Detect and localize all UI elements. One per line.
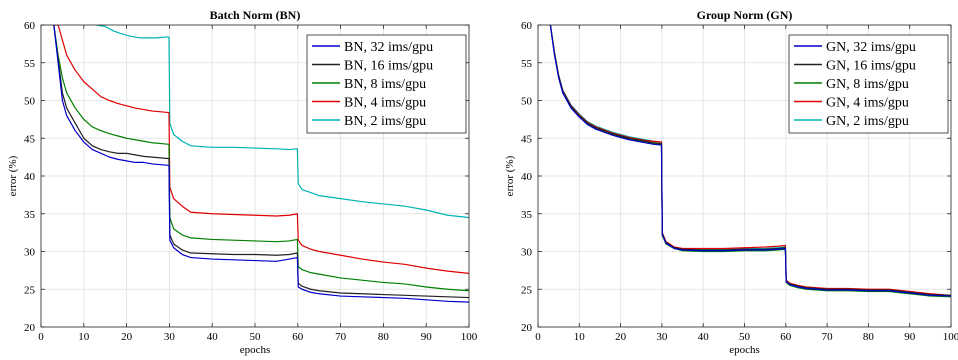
- bn-series-line-3: [53, 25, 469, 274]
- bn-series-line-4: [96, 25, 469, 219]
- bn-y-axis-label: error (%): [7, 155, 19, 196]
- gn-ytick-label-0: 20: [521, 322, 533, 334]
- bn-xtick-label-8: 80: [378, 331, 390, 343]
- gn-x-axis-label: epochs: [729, 344, 760, 356]
- gn-xtick-label-9: 90: [904, 331, 916, 343]
- bn-xtick-label-7: 70: [335, 331, 347, 343]
- gn-legend-label-3: GN, 4 ims/gpu: [826, 96, 909, 111]
- gn-legend-label-4: GN, 2 ims/gpu: [826, 114, 909, 129]
- bn-ytick-label-7: 55: [24, 58, 36, 70]
- bn-ytick-label-5: 45: [24, 133, 36, 145]
- gn-xtick-label-4: 40: [698, 331, 710, 343]
- bn-legend-box: [306, 34, 467, 134]
- bn-chart: 0 10 20 30 40 50 60 70 80 90 100 20 25 30 35 40 45 50 55 60…: [7, 8, 478, 356]
- bn-legend-label-2: BN, 8 ims/gpu: [344, 77, 426, 92]
- gn-ytick-label-5: 45: [521, 133, 533, 145]
- bn-ytick-label-0: 20: [24, 322, 36, 334]
- gn-xtick-label-5: 50: [739, 331, 751, 343]
- gn-series-line-1: [549, 25, 951, 296]
- gn-xtick-label-3: 30: [656, 331, 668, 343]
- gn-ytick-label-1: 25: [521, 284, 533, 296]
- bn-ytick-label-3: 35: [24, 209, 36, 221]
- gn-xtick-label-1: 10: [574, 331, 586, 343]
- gn-y-axis-label: error (%): [504, 155, 516, 196]
- bn-legend: BN, 32 ims/gpu BN, 16 ims/gpu BN, 8 ims/gp…: [306, 34, 467, 134]
- bn-ytick-label-2: 30: [24, 247, 36, 259]
- gn-ytick-label-6: 50: [521, 96, 533, 108]
- bn-ytick-label-8: 60: [24, 20, 36, 32]
- bn-series-line-0: [53, 25, 469, 303]
- bn-series-line-2: [53, 25, 469, 292]
- bn-legend-label-4: BN, 2 ims/gpu: [344, 114, 426, 129]
- gn-xtick-label-8: 80: [863, 331, 875, 343]
- bn-xtick-label-1: 10: [78, 331, 90, 343]
- bn-legend-label-3: BN, 4 ims/gpu: [344, 96, 426, 111]
- bn-xtick-label-2: 20: [121, 331, 133, 343]
- bn-xtick-label-9: 90: [421, 331, 433, 343]
- gn-ytick-label-7: 55: [521, 58, 533, 70]
- bn-ytick-label-4: 40: [24, 171, 36, 183]
- gn-series-group: [549, 25, 951, 298]
- gn-legend-label-0: GN, 32 ims/gpu: [826, 40, 916, 55]
- gn-legend-box: [788, 34, 949, 134]
- bn-series-group: [53, 25, 469, 303]
- gn-ytick-label-2: 30: [521, 247, 533, 259]
- gn-xtick-label-2: 20: [615, 331, 627, 343]
- bn-xtick-label-10: 100: [461, 331, 478, 343]
- gn-chart: 0 10 20 30 40 50 60 70 80 90 100 20 25 30 35 40 45 50 55 60…: [504, 8, 958, 356]
- bn-legend-label-1: BN, 16 ims/gpu: [344, 59, 433, 74]
- bn-ytick-label-6: 50: [24, 96, 36, 108]
- bn-legend-label-0: BN, 32 ims/gpu: [344, 40, 433, 55]
- gn-xtick-label-10: 100: [943, 331, 958, 343]
- gn-chart-title: Group Norm (GN): [697, 8, 793, 22]
- gn-series-line-0: [549, 25, 951, 297]
- bn-xtick-label-3: 30: [164, 331, 176, 343]
- gn-ytick-label-8: 60: [521, 20, 533, 32]
- bn-series-line-1: [53, 25, 469, 299]
- gn-xtick-label-7: 70: [822, 331, 834, 343]
- gn-xtick-label-0: 0: [535, 331, 541, 343]
- bn-x-axis-label: epochs: [240, 344, 271, 356]
- bn-xtick-label-5: 50: [250, 331, 262, 343]
- gn-legend: GN, 32 ims/gpu GN, 16 ims/gpu GN, 8 ims/gp…: [788, 34, 949, 134]
- gn-xtick-label-6: 60: [780, 331, 792, 343]
- bn-xtick-label-6: 60: [292, 331, 304, 343]
- bn-xtick-label-0: 0: [38, 331, 44, 343]
- gn-ytick-label-3: 35: [521, 209, 533, 221]
- bn-xtick-label-4: 40: [207, 331, 219, 343]
- bn-ytick-label-1: 25: [24, 284, 36, 296]
- bn-chart-title: Batch Norm (BN): [210, 8, 301, 22]
- gn-legend-label-1: GN, 16 ims/gpu: [826, 59, 916, 74]
- gn-ytick-label-4: 40: [521, 171, 533, 183]
- gn-legend-label-2: GN, 8 ims/gpu: [826, 77, 909, 92]
